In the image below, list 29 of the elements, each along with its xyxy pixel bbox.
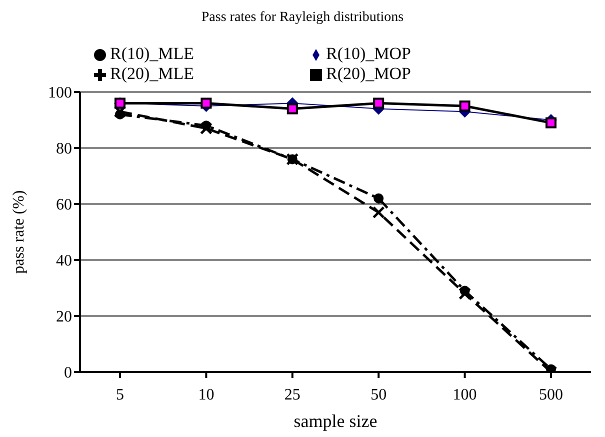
- legend-label: R(20)_MLE: [110, 64, 196, 84]
- point: [546, 117, 556, 128]
- y-tick-label: 20: [56, 308, 72, 326]
- x-tick-label: 5: [116, 386, 124, 404]
- legend-label: R(20)_MOP: [326, 64, 412, 84]
- y-tick-label: 100: [48, 84, 72, 102]
- point: [372, 206, 385, 219]
- y-axis-title: pass rate (%): [10, 190, 28, 274]
- legend-label: R(10)_MLE: [110, 44, 196, 64]
- point: [200, 98, 212, 109]
- y-tick-label: 0: [64, 364, 72, 382]
- point: [286, 103, 298, 114]
- point: [459, 100, 470, 112]
- x-tick-label: 25: [284, 386, 300, 404]
- x-tick-label: 500: [539, 386, 563, 404]
- x-tick-label: 10: [198, 386, 214, 404]
- x-tick-label: 100: [452, 386, 477, 404]
- y-tick-label: 60: [56, 196, 72, 214]
- legend-label: R(10)_MOP: [326, 44, 412, 64]
- point: [374, 193, 384, 204]
- y-tick-label: 40: [56, 252, 72, 270]
- x-tick-label: 50: [370, 386, 387, 404]
- point: [458, 287, 472, 300]
- point: [373, 98, 384, 109]
- point: [114, 105, 126, 118]
- point: [200, 122, 212, 135]
- chart-title: Pass rates for Rayleigh distributions: [200, 10, 405, 26]
- y-tick-label: 80: [56, 140, 72, 158]
- x-axis-title: sample size: [294, 411, 378, 431]
